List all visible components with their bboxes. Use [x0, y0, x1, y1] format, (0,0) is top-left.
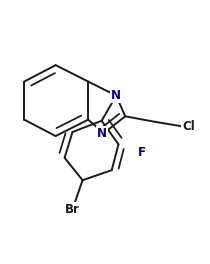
Text: N: N: [97, 127, 107, 140]
Text: N: N: [111, 89, 121, 102]
Text: F: F: [138, 146, 146, 159]
Text: N: N: [111, 89, 121, 102]
Text: F: F: [138, 146, 146, 159]
Text: Cl: Cl: [182, 120, 195, 133]
Text: Br: Br: [65, 203, 80, 216]
Text: Cl: Cl: [182, 120, 195, 133]
Text: Br: Br: [65, 203, 80, 216]
Text: N: N: [97, 127, 107, 140]
